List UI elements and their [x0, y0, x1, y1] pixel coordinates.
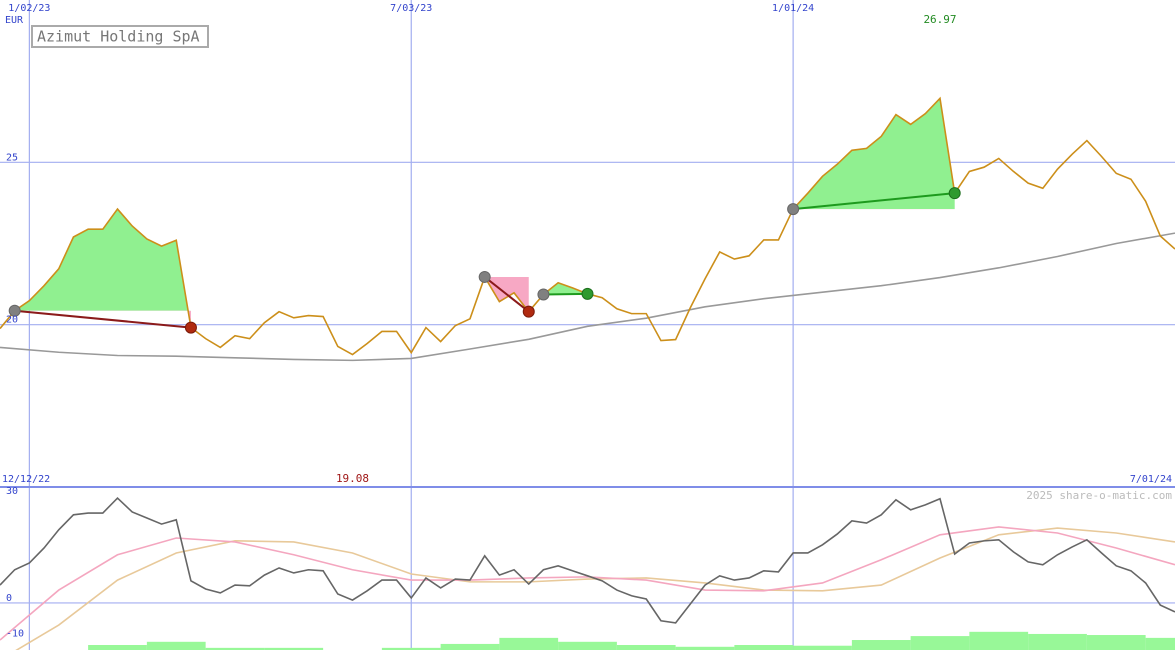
histogram-bar [1086, 635, 1146, 650]
unit-label: EUR [5, 15, 24, 26]
trade-gain-area [543, 282, 588, 295]
trade-gain-area [793, 98, 955, 210]
trade-entry [8, 304, 21, 317]
histogram-bar [205, 647, 265, 650]
line-series [0, 526, 1175, 641]
trade-line [793, 192, 955, 211]
histogram-bar [499, 637, 559, 650]
histogram-bar [793, 645, 852, 650]
histogram-bar [88, 645, 147, 650]
price-annotation: 26.97 [923, 13, 956, 26]
histogram-bar [734, 645, 794, 650]
chart-title: Azimut Holding SpA [37, 28, 200, 46]
trade-line [484, 276, 530, 313]
y-tick-label: 0 [6, 593, 12, 604]
trade-gain-area [14, 209, 189, 311]
histogram-bar [675, 646, 735, 650]
histogram-bar [558, 641, 617, 650]
histogram-bar [1028, 633, 1087, 650]
trade-entry [537, 288, 550, 301]
footer: 2025 share-o-matic.com [1026, 489, 1172, 502]
trade-exit [581, 287, 594, 300]
histogram-bar [1145, 637, 1175, 650]
histogram-bar [440, 643, 500, 650]
y-tick-label: -10 [6, 629, 24, 640]
histogram-bar [910, 636, 970, 650]
y-tick-label: 30 [6, 486, 18, 497]
trade-entry [787, 203, 800, 216]
indicator-panel [0, 488, 1175, 650]
line-series [0, 232, 1175, 362]
trade-line [14, 309, 192, 329]
end-date: 7/01/24 [1130, 474, 1172, 485]
start-date: 12/12/22 [2, 474, 50, 485]
y-tick-label: 25 [6, 152, 18, 163]
trade-exit [948, 187, 961, 200]
histogram-bar [851, 640, 911, 650]
histogram-bar [969, 631, 1029, 650]
title-box [31, 25, 209, 48]
trade-line [543, 292, 588, 296]
x-tick-label: 1/02/23 [8, 3, 50, 14]
x-tick-label: 7/03/23 [390, 3, 432, 14]
price-annotation: 19.08 [336, 472, 369, 485]
trade-exit [184, 321, 197, 334]
trade-exit [522, 305, 535, 318]
x-tick-label: 1/01/24 [772, 3, 814, 14]
line-series [15, 527, 1175, 650]
histogram-bar [146, 641, 206, 650]
trade-entry [478, 270, 491, 283]
trade-loss-area [793, 209, 955, 210]
line-series [0, 496, 1175, 624]
trade-gain-area [484, 276, 529, 277]
y-tick-label: 20 [6, 315, 18, 326]
histogram-bar [616, 645, 676, 650]
histogram-bar [264, 647, 324, 650]
price-panel [0, 0, 1175, 487]
histogram-bar [381, 647, 441, 650]
